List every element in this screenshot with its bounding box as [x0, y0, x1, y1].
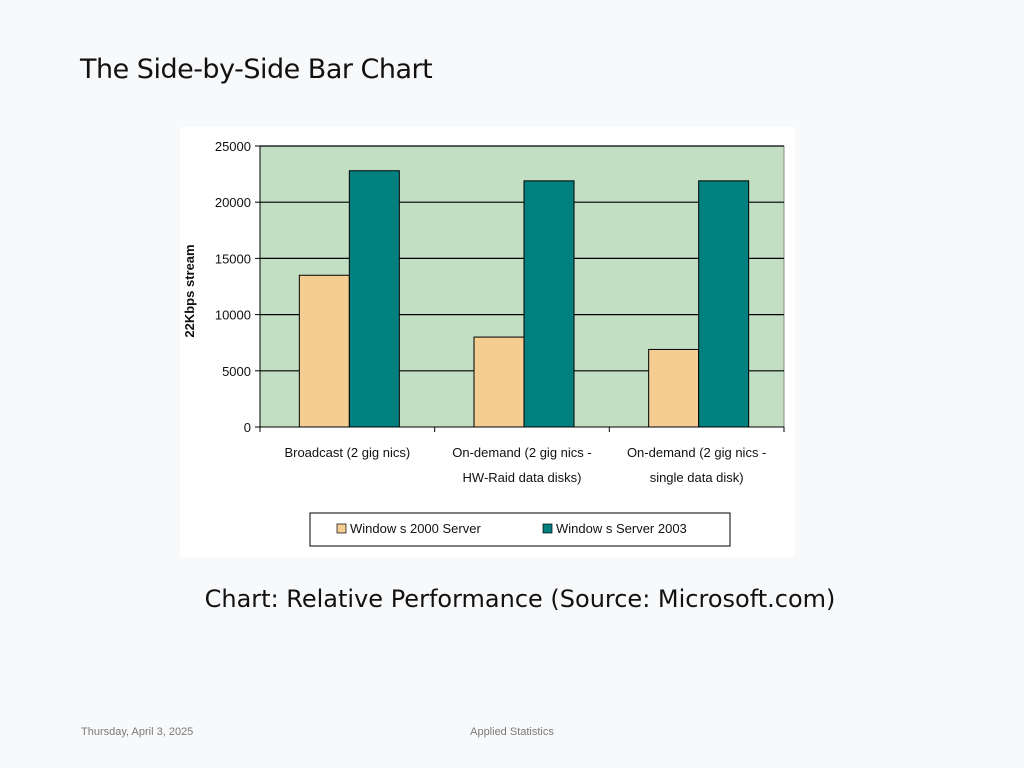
- slide-title: The Side-by-Side Bar Chart: [80, 54, 433, 85]
- y-tick-label: 25000: [215, 139, 251, 154]
- y-tick-label: 15000: [215, 251, 251, 266]
- bar-series-2: [348, 170, 400, 428]
- y-tick-label: 5000: [222, 364, 251, 379]
- y-tick-label: 20000: [215, 195, 251, 210]
- bar-series-2: [523, 180, 575, 428]
- x-tick-label: single data disk): [650, 470, 744, 485]
- bar-series-1: [648, 348, 700, 428]
- bars: [298, 170, 750, 428]
- x-tick-label: Broadcast (2 gig nics): [284, 445, 410, 460]
- footer-center-text: Applied Statistics: [470, 726, 554, 738]
- y-axis-ticks: 0 5000 10000 15000 20000 25000: [215, 139, 260, 435]
- bar-series-1: [473, 336, 525, 428]
- legend-label-series-2: Window s Server 2003: [556, 521, 687, 536]
- legend-label-series-1: Window s 2000 Server: [350, 521, 481, 536]
- bar-chart: 0 5000 10000 15000 20000 25000 Broadcast (2 g…: [180, 127, 795, 557]
- bar-series-1: [298, 274, 350, 428]
- x-axis-labels: Broadcast (2 gig nics) On-demand (2 gig n…: [259, 427, 785, 485]
- bar-series-2: [698, 180, 750, 428]
- x-tick-label: HW-Raid data disks): [463, 470, 582, 485]
- legend: Window s 2000 Server Window s Server 200…: [309, 512, 731, 547]
- footer-date: Thursday, April 3, 2025: [81, 726, 194, 738]
- legend-box: [309, 512, 731, 547]
- chart-caption: Chart: Relative Performance (Source: Mic…: [204, 585, 836, 613]
- legend-swatch-series-1: [336, 523, 347, 534]
- y-tick-label: 0: [244, 420, 251, 435]
- x-tick-label: On-demand (2 gig nics -: [452, 445, 591, 460]
- y-tick-label: 10000: [215, 308, 251, 323]
- y-axis-label: 22Kbps stream: [182, 244, 197, 337]
- x-tick-label: On-demand (2 gig nics -: [627, 445, 766, 460]
- legend-swatch-series-2: [542, 523, 553, 534]
